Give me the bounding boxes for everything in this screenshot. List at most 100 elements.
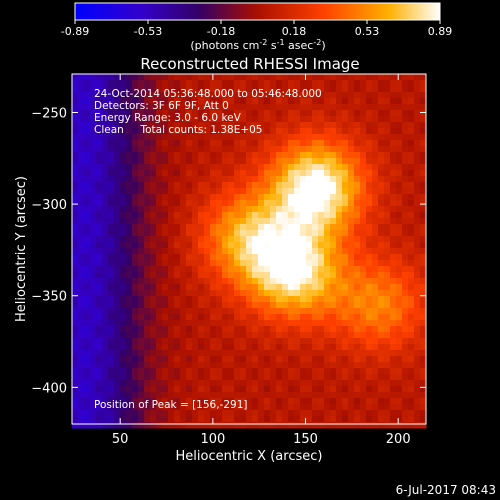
heatmap-cell [150,182,157,189]
heatmap-cell [96,338,103,345]
heatmap-cell [228,344,235,351]
heatmap-cell [150,278,157,285]
heatmap-cell [144,416,151,423]
heatmap-cell [306,92,313,99]
heatmap-cell [342,116,349,123]
heatmap-cell [276,266,283,273]
heatmap-cell [114,98,121,105]
heatmap-cell [90,296,97,303]
heatmap-cell [306,320,313,327]
heatmap-cell [72,290,79,297]
heatmap-cell [408,218,415,225]
heatmap-cell [354,98,361,105]
heatmap-cell [366,284,373,291]
heatmap-cell [276,398,283,405]
heatmap-cell [324,236,331,243]
heatmap-cell [384,398,391,405]
heatmap-cell [198,290,205,297]
heatmap-cell [120,314,127,321]
heatmap-cell [126,290,133,297]
heatmap-cell [372,104,379,111]
heatmap-cell [168,134,175,141]
heatmap-cell [252,260,259,267]
heatmap-cell [300,272,307,279]
heatmap-cell [174,74,181,81]
heatmap-cell [294,182,301,189]
heatmap-cell [96,326,103,333]
heatmap-cell [156,308,163,315]
heatmap-cell [402,188,409,195]
heatmap-cell [288,260,295,267]
heatmap-cell [270,158,277,165]
heatmap-cell [258,392,265,399]
heatmap-cell [324,266,331,273]
heatmap-cell [102,302,109,309]
heatmap-cell [324,416,331,423]
heatmap-cell [336,320,343,327]
heatmap-cell [402,290,409,297]
heatmap-cell [276,368,283,375]
heatmap-cell [306,236,313,243]
heatmap-cell [312,122,319,129]
heatmap-cell [96,158,103,165]
heatmap-cell [162,224,169,231]
heatmap-cell [138,272,145,279]
heatmap-cell [270,134,277,141]
heatmap-cell [330,296,337,303]
heatmap-cell [330,284,337,291]
heatmap-cell [414,392,421,399]
heatmap-cell [276,416,283,423]
heatmap-cell [318,152,325,159]
heatmap-cell [162,218,169,225]
heatmap-cell [336,368,343,375]
heatmap-cell [342,404,349,411]
heatmap-cell [126,266,133,273]
heatmap-cell [102,86,109,93]
heatmap-cell [222,314,229,321]
heatmap-cell [330,344,337,351]
heatmap-cell [144,188,151,195]
heatmap-cell [384,248,391,255]
heatmap-cell [264,332,271,339]
heatmap-cell [126,86,133,93]
heatmap-cell [414,410,421,417]
heatmap-cell [108,242,115,249]
heatmap-cell [228,104,235,111]
heatmap-cell [132,398,139,405]
heatmap-cell [306,422,313,429]
heatmap-cell [90,356,97,363]
heatmap-cell [198,404,205,411]
heatmap-cell [354,350,361,357]
heatmap-cell [108,404,115,411]
heatmap-cell [342,206,349,213]
heatmap-cell [90,338,97,345]
heatmap-cell [102,344,109,351]
heatmap-cell [294,254,301,261]
heatmap-cell [348,104,355,111]
heatmap-cell [96,380,103,387]
heatmap-cell [108,392,115,399]
heatmap-cell [372,128,379,135]
heatmap-cell [294,290,301,297]
heatmap-cell [294,266,301,273]
heatmap-cell [324,320,331,327]
heatmap-cell [102,128,109,135]
heatmap-cell [240,284,247,291]
heatmap-cell [270,416,277,423]
heatmap-cell [384,194,391,201]
heatmap-cell [270,122,277,129]
heatmap-cell [306,212,313,219]
heatmap-cell [336,98,343,105]
heatmap-cell [198,356,205,363]
heatmap-cell [264,368,271,375]
heatmap-cell [78,278,85,285]
heatmap-cell [252,410,259,417]
heatmap-cell [348,134,355,141]
heatmap-cell [312,200,319,207]
heatmap-cell [276,410,283,417]
heatmap-cell [210,140,217,147]
heatmap-cell [354,404,361,411]
heatmap-cell [270,110,277,117]
heatmap-cell [138,248,145,255]
heatmap-cell [72,398,79,405]
